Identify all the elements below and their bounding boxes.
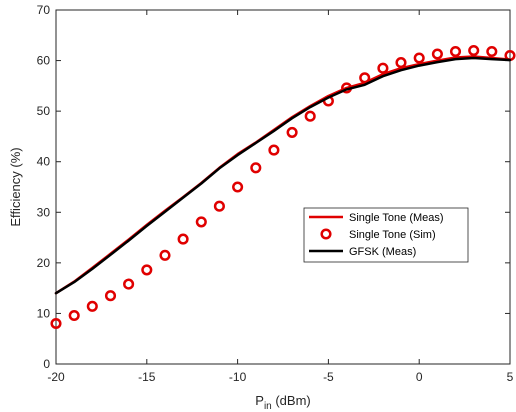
y-tick-label: 50	[37, 104, 51, 118]
x-tick-label: -15	[138, 370, 156, 384]
legend-label-single-tone-sim: Single Tone (Sim)	[349, 229, 436, 241]
y-axis-label: Efficiency (%)	[8, 147, 23, 226]
y-tick-label: 60	[37, 54, 51, 68]
legend: Single Tone (Meas) Single Tone (Sim) GFS…	[304, 208, 468, 262]
plot-area	[56, 10, 510, 364]
x-axis-label-subscript: in	[264, 401, 272, 412]
legend-label-single-tone-meas: Single Tone (Meas)	[349, 212, 444, 224]
y-tick-label: 0	[43, 357, 50, 371]
legend-label-gfsk-meas: GFSK (Meas)	[349, 246, 416, 258]
x-axis-label-unit: (dBm)	[272, 393, 311, 408]
x-tick-label: 0	[416, 370, 423, 384]
y-tick-label: 40	[37, 155, 51, 169]
y-tick-label: 70	[37, 3, 51, 17]
x-axis-label-main: P	[255, 393, 264, 408]
x-tick-label: 5	[507, 370, 514, 384]
y-tick-label: 10	[37, 306, 51, 320]
y-tick-label: 30	[37, 205, 51, 219]
x-tick-label: -20	[47, 370, 65, 384]
x-tick-label: -5	[323, 370, 334, 384]
x-tick-label: -10	[229, 370, 247, 384]
x-axis-label: Pin (dBm)	[255, 393, 310, 412]
y-tick-label: 20	[37, 256, 51, 270]
